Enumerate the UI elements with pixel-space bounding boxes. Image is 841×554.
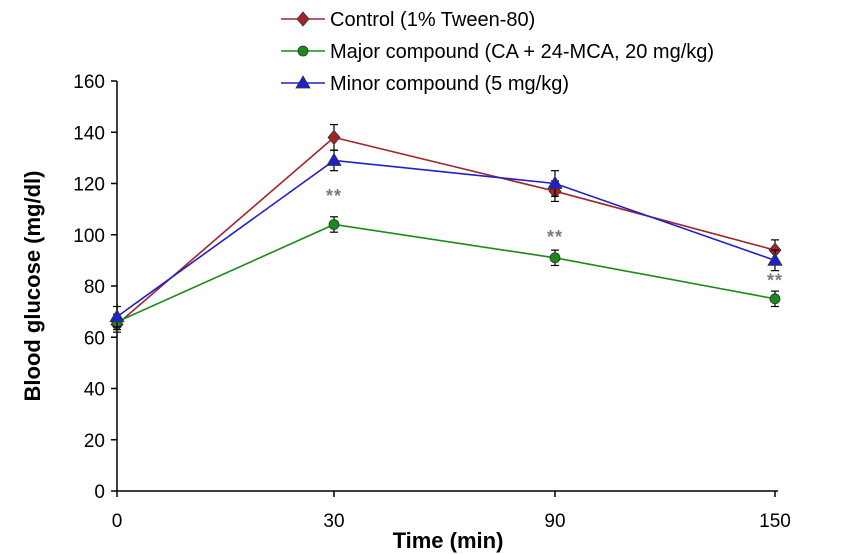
data-point bbox=[547, 175, 563, 189]
tick-labels: 0 20 40 60 80 100 120 140 160 0 30 90 150 bbox=[73, 72, 791, 532]
y-tick-label: 0 bbox=[94, 482, 105, 503]
axes bbox=[111, 80, 778, 497]
data-point bbox=[328, 219, 340, 230]
series-1 bbox=[110, 123, 782, 333]
series-layer bbox=[109, 123, 783, 333]
significance-annotation: ** bbox=[547, 227, 563, 247]
x-axis-title: Time (min) bbox=[393, 528, 504, 553]
legend-label: Major compound (CA + 24-MCA, 20 mg/kg) bbox=[330, 41, 714, 63]
x-tick-label: 150 bbox=[759, 511, 791, 532]
data-point bbox=[327, 129, 341, 145]
significance-annotation: ** bbox=[767, 270, 783, 290]
legend-item-2: Major compound (CA + 24-MCA, 20 mg/kg) bbox=[281, 41, 714, 63]
y-tick-label: 40 bbox=[84, 380, 105, 401]
data-point bbox=[549, 252, 561, 264]
legend-label: Minor compound (5 mg/kg) bbox=[330, 73, 569, 95]
data-point bbox=[767, 252, 783, 266]
y-tick-label: 20 bbox=[84, 431, 105, 452]
legend-label: Control (1% Tween-80) bbox=[330, 9, 535, 31]
annotation-layer: ** ** ** bbox=[326, 186, 783, 291]
legend-item-1: Control (1% Tween-80) bbox=[281, 9, 535, 31]
x-tick-label: 90 bbox=[544, 511, 565, 532]
legend: Control (1% Tween-80) Major compound (CA … bbox=[281, 9, 714, 95]
y-tick-label: 60 bbox=[84, 328, 105, 349]
y-tick-label: 80 bbox=[84, 277, 105, 298]
data-point bbox=[326, 152, 342, 166]
y-tick-label: 120 bbox=[73, 175, 105, 196]
x-tick-label: 30 bbox=[323, 511, 344, 532]
data-point bbox=[769, 293, 781, 305]
legend-marker bbox=[297, 45, 309, 57]
y-tick-label: 140 bbox=[73, 123, 105, 144]
series-line bbox=[116, 223, 776, 323]
y-tick-label: 160 bbox=[73, 72, 105, 93]
data-point bbox=[109, 308, 125, 323]
legend-marker bbox=[295, 75, 311, 89]
y-tick-label: 100 bbox=[73, 226, 105, 247]
x-tick-label: 0 bbox=[112, 511, 123, 532]
series-3 bbox=[109, 149, 783, 328]
y-axis-title: Blood glucose (mg/dl) bbox=[20, 171, 45, 402]
series-line bbox=[116, 159, 776, 318]
series-line bbox=[116, 136, 776, 326]
legend-marker bbox=[296, 11, 310, 27]
series-2 bbox=[111, 216, 781, 331]
legend-item-3: Minor compound (5 mg/kg) bbox=[281, 73, 569, 95]
significance-annotation: ** bbox=[326, 186, 342, 206]
